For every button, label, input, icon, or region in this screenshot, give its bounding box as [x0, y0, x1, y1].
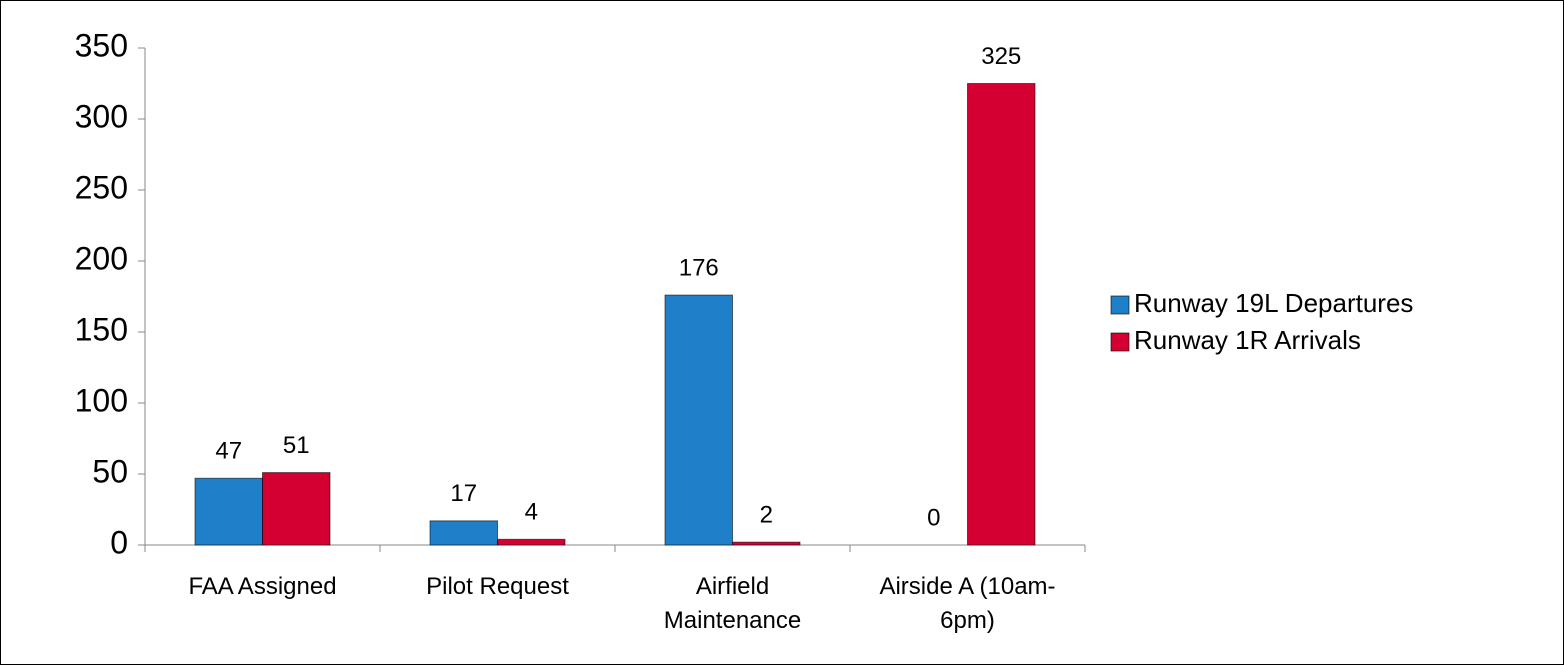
data-label: 4: [525, 499, 538, 526]
data-label: 17: [450, 480, 477, 507]
legend-swatch: [1110, 295, 1130, 315]
y-tick-label: 250: [75, 169, 128, 205]
data-label: 0: [927, 504, 940, 531]
bar: [429, 520, 498, 546]
x-tick-label: Pilot Request: [426, 573, 569, 600]
data-label: 51: [283, 432, 310, 459]
y-tick-label: 0: [110, 524, 128, 560]
y-tick-label: 50: [92, 453, 128, 489]
y-tick-label: 100: [75, 382, 128, 418]
bar: [967, 83, 1036, 546]
bar: [664, 294, 733, 546]
x-tick-label: FAA Assigned: [188, 573, 337, 600]
legend-label: Runway 19L Departures: [1134, 288, 1413, 318]
legend-swatch: [1110, 332, 1130, 352]
data-label: 325: [981, 43, 1021, 70]
legend-label: Runway 1R Arrivals: [1134, 325, 1361, 355]
y-tick-label: 350: [75, 27, 128, 63]
y-tick-label: 200: [75, 240, 128, 276]
bar: [497, 538, 566, 546]
bar: [262, 472, 331, 546]
y-tick-label: 300: [75, 98, 128, 134]
data-label: 176: [679, 254, 719, 281]
x-tick-label: Airside A (10am-6pm): [879, 573, 1056, 634]
data-label: 2: [760, 502, 773, 529]
data-label: 47: [215, 438, 242, 465]
x-tick-label: Airfield Maintenance: [663, 573, 802, 634]
y-tick-label: 150: [75, 311, 128, 347]
bar: [194, 477, 263, 546]
bar: [732, 541, 801, 546]
